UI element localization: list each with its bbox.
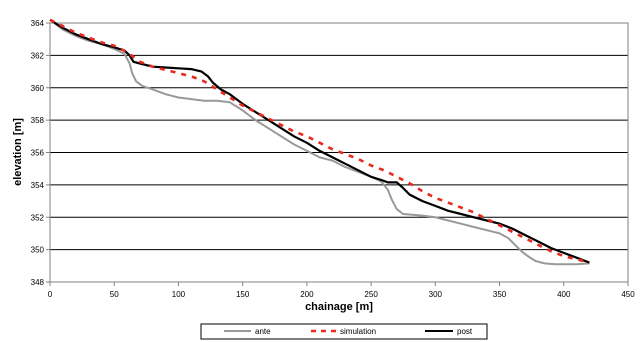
y-tick-label: 348 [31, 278, 45, 287]
x-axis-tick-labels: 0 50 100 150 200 250 300 350 400 450 [48, 282, 635, 299]
series-line-post [49, 18, 590, 264]
legend-label-simulation: simulation [340, 327, 376, 336]
y-axis-title: elevation [m] [12, 118, 24, 186]
y-tick-label: 364 [31, 19, 45, 28]
x-tick-label: 350 [493, 290, 507, 299]
series-line-simulation [49, 18, 590, 264]
x-tick-label: 300 [429, 290, 443, 299]
y-tick-label: 360 [31, 84, 45, 93]
legend-label-post: post [457, 327, 473, 336]
chart-legend: ante simulation post [200, 323, 488, 340]
y-tick-label: 350 [31, 246, 45, 255]
x-tick-label: 200 [300, 290, 314, 299]
data-series [49, 18, 590, 266]
legend-label-ante: ante [255, 327, 271, 336]
x-tick-label: 100 [172, 290, 186, 299]
y-tick-label: 362 [31, 51, 45, 60]
x-tick-label: 50 [110, 290, 119, 299]
y-tick-label: 358 [31, 116, 45, 125]
y-tick-label: 356 [31, 149, 45, 158]
x-tick-label: 0 [48, 290, 53, 299]
y-axis-tick-labels: 348 350 352 354 356 358 360 362 364 [31, 19, 50, 287]
legend-frame [200, 323, 488, 340]
legend-items: ante simulation post [224, 327, 473, 336]
x-tick-label: 150 [236, 290, 250, 299]
series-line-ante [49, 19, 590, 266]
y-tick-label: 354 [31, 181, 45, 190]
x-tick-label: 400 [557, 290, 571, 299]
x-tick-label: 450 [621, 290, 635, 299]
x-axis-title: chainage [m] [305, 301, 373, 313]
y-tick-label: 352 [31, 213, 45, 222]
x-tick-label: 250 [364, 290, 378, 299]
